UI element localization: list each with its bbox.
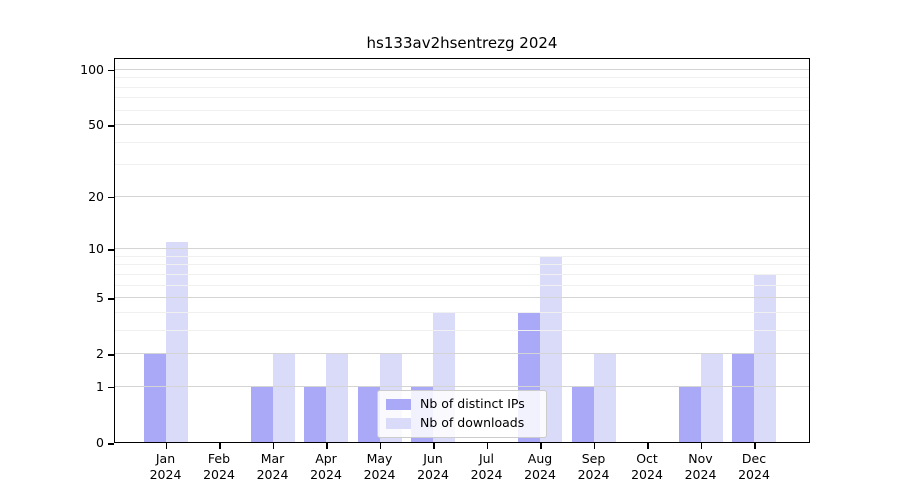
x-tick-label: May 2024 (363, 451, 396, 482)
gridline-minor (114, 109, 810, 111)
bar-apr-downloads (326, 354, 348, 443)
gridline-major (114, 297, 810, 299)
gridline-major (114, 248, 810, 250)
y-tick-mark (108, 196, 114, 199)
bar-dec-distinct-ips (732, 354, 754, 443)
y-tick-label: 20 (88, 188, 104, 204)
gridline-minor (114, 141, 810, 143)
gridline-minor (114, 77, 810, 79)
chart-title: hs133av2hsentrezg 2024 (366, 34, 558, 52)
y-tick-label: 0 (96, 435, 104, 450)
legend-label: Nb of distinct IPs (420, 396, 525, 411)
x-tick-mark (219, 443, 221, 449)
bar-apr-distinct-ips (304, 386, 326, 443)
legend-color-swatch (386, 398, 411, 410)
x-tick-label: Mar 2024 (256, 451, 289, 482)
bar-mar-downloads (272, 354, 295, 443)
bar-nov-downloads (700, 354, 723, 443)
y-tick-label: 2 (96, 346, 104, 362)
x-tick-label: Jul 2024 (470, 451, 503, 482)
bar-nov-distinct-ips (678, 386, 701, 443)
y-tick-mark (108, 443, 114, 445)
x-tick-mark (379, 443, 381, 449)
gridline-minor (114, 284, 810, 286)
y-tick-label: 100 (80, 61, 104, 77)
y-tick-mark (108, 386, 114, 389)
x-tick-mark (593, 443, 595, 449)
bar-sep-downloads (593, 354, 616, 443)
x-tick-mark (647, 443, 649, 449)
gridline-major (114, 195, 810, 197)
x-tick-label: Dec 2024 (738, 451, 770, 482)
gridline-major (114, 353, 810, 355)
bar-jan-downloads (165, 242, 188, 443)
bar-sep-distinct-ips (571, 386, 594, 443)
gridline-major (114, 385, 810, 387)
gridline-major (114, 68, 810, 70)
legend-item: Nb of downloads (386, 416, 538, 430)
x-tick-mark (754, 443, 756, 449)
gridline-minor (114, 255, 810, 257)
legend-label: Nb of downloads (420, 415, 525, 430)
gridline-minor (114, 86, 810, 88)
x-tick-label: Oct 2024 (631, 451, 663, 482)
gridline-minor (114, 264, 810, 266)
chart-legend: Nb of distinct IPs Nb of downloads (377, 390, 547, 438)
bar-jan-distinct-ips (143, 354, 166, 443)
x-tick-mark (272, 443, 274, 449)
x-tick-label: Sep 2024 (577, 451, 610, 482)
x-tick-mark (326, 443, 328, 449)
x-tick-label: Nov 2024 (684, 451, 717, 482)
x-tick-mark (540, 443, 542, 449)
plot-area (114, 58, 810, 443)
bar-dec-downloads (754, 274, 776, 443)
y-tick-label: 10 (88, 241, 104, 257)
gridline-minor (114, 329, 810, 331)
x-tick-label: Apr 2024 (310, 451, 342, 482)
gridline-minor (114, 97, 810, 99)
gridline-major (114, 124, 810, 126)
y-tick-mark (108, 298, 114, 300)
y-tick-mark (108, 125, 114, 127)
y-tick-label: 1 (96, 378, 104, 394)
x-tick-mark (700, 443, 702, 449)
y-tick-mark (108, 249, 114, 251)
x-tick-mark (165, 443, 167, 449)
y-tick-mark (108, 354, 114, 356)
y-tick-mark (108, 69, 114, 72)
bar-mar-distinct-ips (250, 386, 273, 443)
x-tick-label: Jun 2024 (417, 451, 449, 482)
legend-color-swatch (386, 417, 411, 429)
x-tick-label: Jan 2024 (149, 451, 182, 482)
y-tick-label: 5 (96, 290, 104, 306)
bar-may-distinct-ips (357, 386, 380, 443)
gridline-minor (114, 311, 810, 313)
x-tick-mark (433, 443, 435, 449)
gridline-minor (114, 273, 810, 275)
y-tick-label: 50 (88, 117, 104, 133)
x-tick-label: Aug 2024 (524, 451, 556, 482)
gridline-minor (114, 164, 810, 166)
x-tick-mark (486, 443, 488, 449)
legend-item: Nb of distinct IPs (386, 397, 538, 411)
x-tick-label: Feb 2024 (203, 451, 235, 482)
